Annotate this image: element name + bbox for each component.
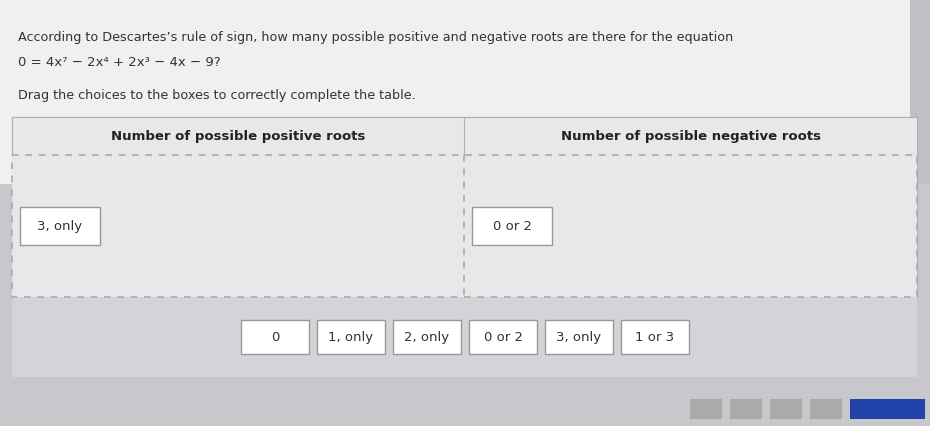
- FancyBboxPatch shape: [472, 207, 552, 245]
- FancyBboxPatch shape: [393, 320, 461, 354]
- Text: 0 or 2: 0 or 2: [493, 220, 532, 233]
- Text: 0 or 2: 0 or 2: [484, 331, 523, 344]
- FancyBboxPatch shape: [469, 320, 537, 354]
- Text: 1 or 3: 1 or 3: [635, 331, 674, 344]
- Text: 0 = 4x⁷ − 2x⁴ + 2x³ − 4x − 9?: 0 = 4x⁷ − 2x⁴ + 2x³ − 4x − 9?: [18, 55, 220, 68]
- FancyBboxPatch shape: [12, 118, 917, 297]
- Text: According to Descartes’s rule of sign, how many possible positive and negative r: According to Descartes’s rule of sign, h…: [18, 32, 733, 44]
- FancyBboxPatch shape: [690, 399, 722, 419]
- FancyBboxPatch shape: [850, 399, 925, 419]
- Text: 0: 0: [271, 331, 279, 344]
- Text: Drag the choices to the boxes to correctly complete the table.: Drag the choices to the boxes to correct…: [18, 88, 416, 101]
- Text: 3, only: 3, only: [556, 331, 602, 344]
- Text: 2, only: 2, only: [405, 331, 449, 344]
- FancyBboxPatch shape: [0, 0, 930, 184]
- FancyBboxPatch shape: [545, 320, 613, 354]
- FancyBboxPatch shape: [910, 0, 930, 184]
- FancyBboxPatch shape: [317, 320, 385, 354]
- FancyBboxPatch shape: [241, 320, 309, 354]
- Text: 1, only: 1, only: [328, 331, 374, 344]
- Text: Number of possible positive roots: Number of possible positive roots: [111, 130, 365, 143]
- FancyBboxPatch shape: [20, 207, 100, 245]
- FancyBboxPatch shape: [0, 377, 930, 426]
- FancyBboxPatch shape: [810, 399, 842, 419]
- FancyBboxPatch shape: [12, 155, 917, 297]
- FancyBboxPatch shape: [12, 297, 917, 377]
- FancyBboxPatch shape: [12, 118, 917, 155]
- Text: Number of possible negative roots: Number of possible negative roots: [561, 130, 820, 143]
- Text: 3, only: 3, only: [37, 220, 83, 233]
- FancyBboxPatch shape: [621, 320, 689, 354]
- FancyBboxPatch shape: [730, 399, 762, 419]
- FancyBboxPatch shape: [770, 399, 802, 419]
